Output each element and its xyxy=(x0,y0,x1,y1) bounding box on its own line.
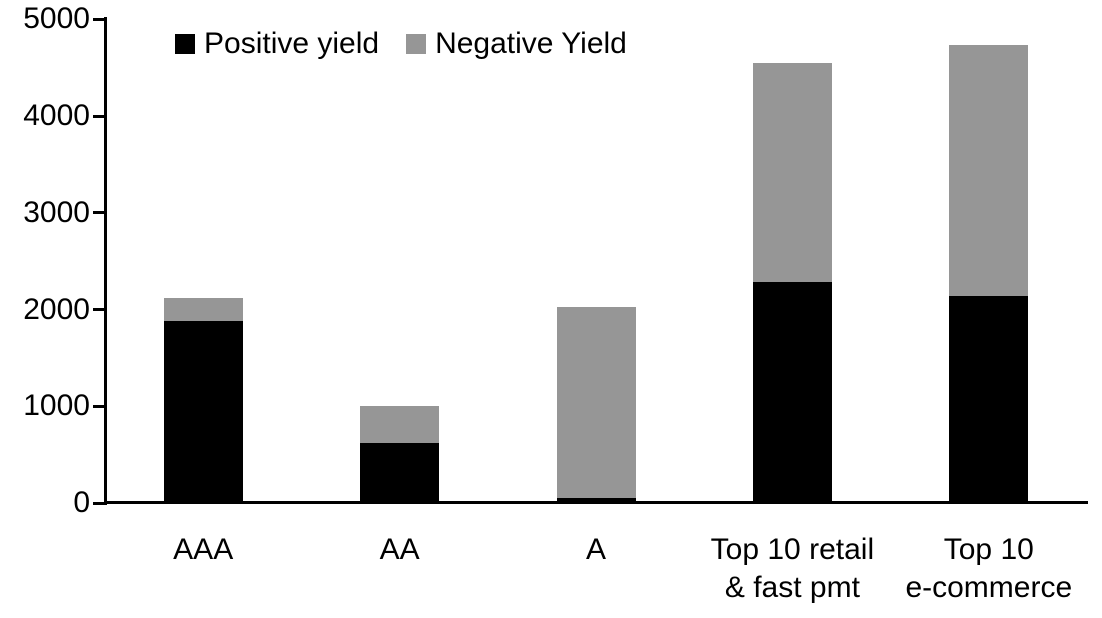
bar-segment-negative-yield xyxy=(752,62,832,283)
legend-item-positive-yield: Positive yield xyxy=(175,27,379,61)
y-axis-tick-label: 2000 xyxy=(23,292,90,326)
y-axis-tick-label: 5000 xyxy=(23,2,90,36)
y-axis-tick-mark xyxy=(93,17,105,21)
bar-segment-positive-yield xyxy=(949,296,1029,503)
x-axis-category-label: Top 10 e-commerce xyxy=(905,533,1073,604)
y-axis-tick-label: 0 xyxy=(73,486,90,519)
bar-segment-positive-yield xyxy=(556,498,636,503)
bar-segment-negative-yield xyxy=(163,297,243,322)
y-axis-tick-label: 3000 xyxy=(23,195,90,229)
bar-segment-negative-yield xyxy=(360,406,440,444)
y-axis-line xyxy=(104,17,107,505)
y-axis-tick-label: 1000 xyxy=(23,389,90,423)
y-axis-tick-mark xyxy=(93,114,105,118)
x-axis-category-label: AAA xyxy=(173,533,234,566)
bar-segment-positive-yield xyxy=(163,321,243,503)
y-axis-tick-mark xyxy=(93,404,105,408)
y-axis-tick-mark xyxy=(93,211,105,215)
legend-item-negative-yield: Negative Yield xyxy=(406,27,627,61)
positive-yield-swatch-icon xyxy=(175,34,195,54)
legend-label-negative-yield: Negative Yield xyxy=(435,27,627,60)
y-axis-tick-mark xyxy=(93,308,105,312)
bar-segment-negative-yield xyxy=(949,44,1029,297)
x-axis-category-label: AA xyxy=(379,533,420,566)
y-axis-tick-mark xyxy=(93,501,105,505)
bar-segment-positive-yield xyxy=(752,282,832,503)
y-axis-tick-label: 4000 xyxy=(23,99,90,133)
bar-segment-negative-yield xyxy=(556,306,636,499)
negative-yield-swatch-icon xyxy=(406,34,427,54)
x-axis-category-label: A xyxy=(585,533,606,566)
x-axis-category-label: Top 10 retail & fast pmt xyxy=(710,533,875,604)
bar-segment-positive-yield xyxy=(360,443,440,503)
legend-label-positive-yield: Positive yield xyxy=(204,27,380,60)
chart-legend: Positive yield Negative Yield xyxy=(175,27,627,61)
